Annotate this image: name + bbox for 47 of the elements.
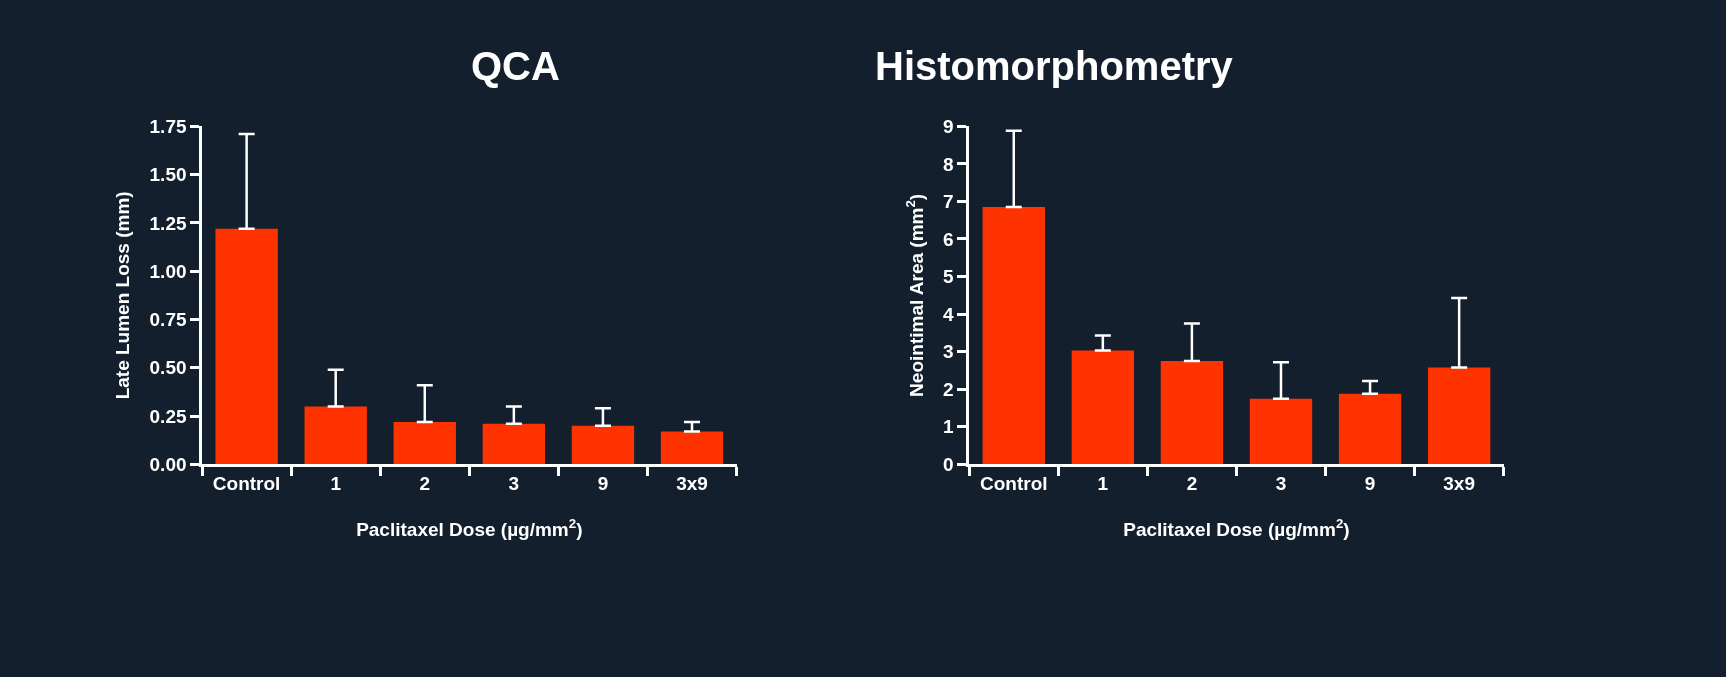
bar	[482, 423, 546, 465]
bar	[1071, 350, 1135, 465]
x-tick-label: 3	[1275, 472, 1287, 494]
y-tick-label: 3	[943, 341, 954, 363]
bar	[571, 425, 635, 465]
y-tick-label: 1.50	[149, 164, 187, 186]
y-tick-label: 0.75	[149, 309, 187, 331]
y-axis-title: Late Lumen Loss (mm)	[112, 191, 134, 400]
y-tick-label: 0.00	[149, 454, 187, 476]
y-tick-label: 9	[943, 115, 954, 137]
bar	[215, 228, 278, 465]
y-tick-label: 4	[943, 303, 955, 325]
y-tick-label: 8	[943, 153, 954, 175]
y-tick-label: 1.00	[149, 260, 187, 282]
bar	[1338, 393, 1402, 465]
y-tick-label: 5	[943, 266, 955, 288]
y-tick-label: 0	[943, 454, 954, 476]
x-axis-title: Paclitaxel Dose (µg/mm$^{2}$)	[356, 515, 583, 540]
x-tick-label: 3	[508, 472, 520, 494]
bar	[1249, 398, 1313, 465]
y-tick-label: 0.25	[149, 405, 187, 427]
chart-title: Histomorphometry	[875, 44, 1234, 88]
x-axis-title: Paclitaxel Dose (µg/mm$^{2}$)	[1123, 515, 1350, 540]
y-tick-label: 1	[943, 416, 955, 438]
bar	[1160, 361, 1224, 465]
y-tick-label: 0.50	[149, 357, 187, 379]
bar	[660, 431, 724, 465]
x-tick-label: Control	[979, 472, 1048, 494]
bar	[982, 207, 1045, 465]
x-tick-label: 3x9	[1443, 472, 1475, 494]
x-tick-label: 2	[419, 472, 431, 494]
bar	[1427, 367, 1491, 465]
x-tick-label: Control	[212, 472, 281, 494]
x-tick-label: 9	[597, 472, 609, 494]
x-tick-label: 1	[330, 472, 342, 494]
y-tick-label: 1.25	[149, 212, 187, 234]
x-tick-label: 9	[1364, 472, 1376, 494]
y-tick-label: 6	[943, 228, 954, 250]
chart-title: QCA	[471, 44, 560, 88]
x-tick-label: 2	[1186, 472, 1198, 494]
y-tick-label: 1.75	[149, 115, 187, 137]
x-tick-label: 3x9	[676, 472, 708, 494]
x-tick-label: 1	[1097, 472, 1109, 494]
bar	[304, 406, 367, 465]
bar	[393, 421, 456, 465]
y-tick-label: 2	[943, 378, 954, 400]
y-tick-label: 7	[943, 191, 954, 213]
